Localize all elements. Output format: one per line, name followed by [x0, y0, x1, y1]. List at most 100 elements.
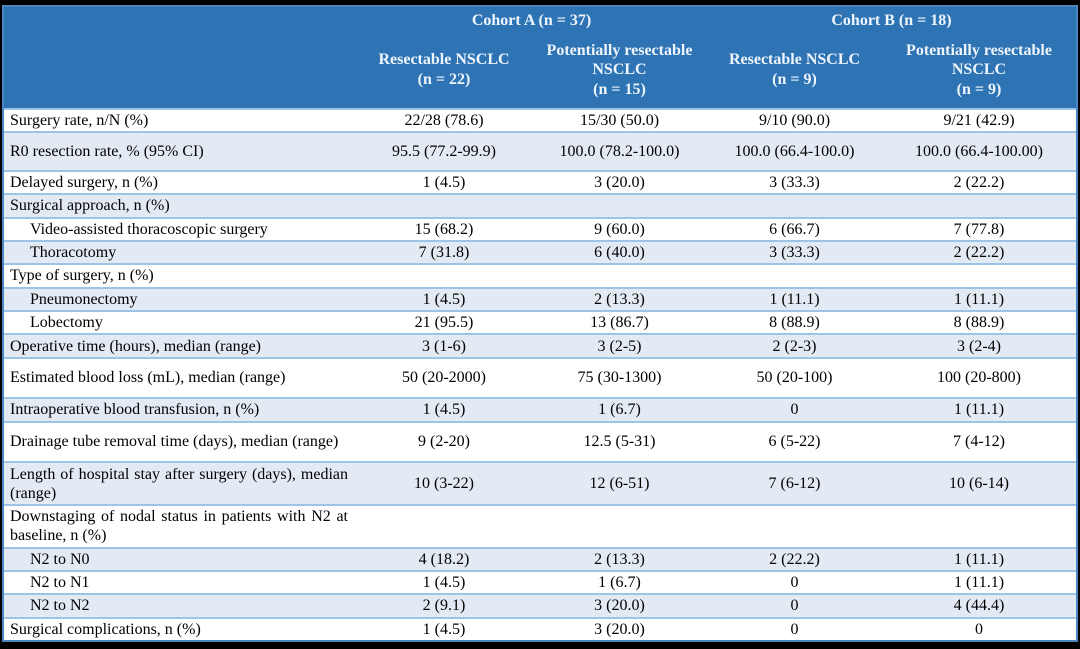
value-cell: 13 (86.7) — [532, 309, 707, 335]
row-label: Length of hospital stay after surgery (d… — [4, 461, 356, 505]
value-cell: 50 (20-100) — [707, 356, 882, 399]
row-label: Video-assisted thoracoscopic surgery — [4, 216, 356, 241]
table-row: Downstaging of nodal status in patients … — [4, 503, 1076, 548]
header-empty-cell — [4, 7, 356, 109]
value-cell: 95.5 (77.2-99.9) — [356, 131, 532, 171]
value-cell: 12 (6-51) — [532, 461, 707, 505]
value-cell: 4 (44.4) — [882, 593, 1076, 618]
header-cohort-a: Cohort A (n = 37) — [356, 7, 707, 31]
value-cell: 2 (22.2) — [882, 239, 1076, 265]
value-cell: 6 (66.7) — [707, 216, 882, 241]
value-cell: 9/21 (42.9) — [882, 107, 1076, 133]
row-label: Operative time (hours), median (range) — [4, 333, 356, 358]
row-label: N2 to N2 — [4, 593, 356, 618]
cohort-header-row: Cohort A (n = 37) Cohort B (n = 18) — [4, 7, 1076, 109]
row-label: Estimated blood loss (mL), median (range… — [4, 356, 356, 399]
value-cell: 3 (2-5) — [532, 333, 707, 358]
value-cell — [532, 263, 707, 288]
value-cell: 10 (6-14) — [882, 461, 1076, 505]
value-cell: 9/10 (90.0) — [707, 107, 882, 133]
value-cell: 100.0 (66.4-100.0) — [707, 131, 882, 171]
value-cell: 2 (22.2) — [882, 169, 1076, 195]
row-label: Type of surgery, n (%) — [4, 263, 356, 288]
row-label: Lobectomy — [4, 309, 356, 335]
header-cohort-b: Cohort B (n = 18) — [707, 7, 1076, 31]
value-cell: 3 (20.0) — [532, 169, 707, 195]
value-cell: 1 (4.5) — [356, 397, 532, 422]
value-cell: 21 (95.5) — [356, 309, 532, 335]
subgroup-name: Resectable NSCLC — [728, 51, 861, 68]
subgroup-name: Potentially resectable NSCLC — [546, 41, 693, 78]
table-row: Surgical approach, n (%) — [4, 193, 1076, 218]
value-cell: 3 (33.3) — [707, 239, 882, 265]
value-cell — [707, 263, 882, 288]
row-label: N2 to N0 — [4, 546, 356, 571]
subgroup-name: Resectable NSCLC — [378, 51, 510, 68]
value-cell: 6 (5-22) — [707, 420, 882, 463]
value-cell: 2 (22.2) — [707, 546, 882, 571]
value-cell: 10 (3-22) — [356, 461, 532, 505]
value-cell: 3 (33.3) — [707, 169, 882, 195]
subgroup-n: (n = 9) — [956, 80, 1002, 98]
value-cell — [882, 193, 1076, 218]
table-row: Thoracotomy 7 (31.8) 6 (40.0) 3 (33.3) 2 (22… — [4, 239, 1076, 265]
table-row: Type of surgery, n (%) — [4, 263, 1076, 288]
row-label: Intraoperative blood transfusion, n (%) — [4, 397, 356, 422]
row-label: N2 to N1 — [4, 569, 356, 595]
value-cell: 7 (4-12) — [882, 420, 1076, 463]
value-cell — [356, 263, 532, 288]
value-cell: 1 (6.7) — [532, 397, 707, 422]
row-label: Downstaging of nodal status in patients … — [4, 503, 356, 548]
table-row: Operative time (hours), median (range) 3 … — [4, 333, 1076, 358]
value-cell: 7 (6-12) — [707, 461, 882, 505]
value-cell: 4 (18.2) — [356, 546, 532, 571]
value-cell: 3 (1-6) — [356, 333, 532, 358]
value-cell: 7 (31.8) — [356, 239, 532, 265]
table-row: Surgery rate, n/N (%) 22/28 (78.6) 15/30 (… — [4, 107, 1076, 133]
value-cell: 0 — [707, 593, 882, 618]
row-label: Surgery rate, n/N (%) — [4, 107, 356, 133]
table-row: Intraoperative blood transfusion, n (%) 1… — [4, 397, 1076, 422]
value-cell — [882, 503, 1076, 548]
value-cell: 100.0 (78.2-100.0) — [532, 131, 707, 171]
value-cell: 9 (60.0) — [532, 216, 707, 241]
value-cell: 3 (20.0) — [532, 616, 707, 640]
value-cell — [356, 193, 532, 218]
value-cell — [356, 503, 532, 548]
value-cell: 0 — [707, 397, 882, 422]
value-cell: 3 (20.0) — [532, 593, 707, 618]
value-cell: 8 (88.9) — [707, 309, 882, 335]
value-cell: 1 (4.5) — [356, 286, 532, 311]
value-cell: 7 (77.8) — [882, 216, 1076, 241]
value-cell: 2 (9.1) — [356, 593, 532, 618]
table-row: R0 resection rate, % (95% CI) 95.5 (77.2-… — [4, 131, 1076, 171]
value-cell: 1 (4.5) — [356, 169, 532, 195]
value-cell: 2 (13.3) — [532, 546, 707, 571]
table-row: Estimated blood loss (mL), median (range… — [4, 356, 1076, 399]
table-frame: Cohort A (n = 37) Cohort B (n = 18) Rese… — [2, 5, 1078, 642]
value-cell: 1 (4.5) — [356, 569, 532, 595]
row-label: Drainage tube removal time (days), media… — [4, 420, 356, 463]
subgroup-n: (n = 15) — [593, 80, 646, 98]
value-cell: 15 (68.2) — [356, 216, 532, 241]
row-label: Surgical approach, n (%) — [4, 193, 356, 218]
surgical-outcomes-table: Cohort A (n = 37) Cohort B (n = 18) Rese… — [4, 7, 1076, 640]
table-body: Surgery rate, n/N (%) 22/28 (78.6) 15/30 (… — [4, 107, 1076, 640]
value-cell: 6 (40.0) — [532, 239, 707, 265]
value-cell — [532, 193, 707, 218]
header-subgroup-a-resectable: Resectable NSCLC (n = 22) — [356, 31, 532, 109]
value-cell: 12.5 (5-31) — [532, 420, 707, 463]
row-label: Thoracotomy — [4, 239, 356, 265]
value-cell: 1 (11.1) — [882, 397, 1076, 422]
row-label: Surgical complications, n (%) — [4, 616, 356, 640]
value-cell: 0 — [707, 569, 882, 595]
table-row: Pneumonectomy 1 (4.5) 2 (13.3) 1 (11.1) 1 (1… — [4, 286, 1076, 311]
value-cell: 2 (2-3) — [707, 333, 882, 358]
table-header: Cohort A (n = 37) Cohort B (n = 18) Rese… — [4, 7, 1076, 109]
table-row: Length of hospital stay after surgery (d… — [4, 461, 1076, 505]
table-row: Delayed surgery, n (%) 1 (4.5) 3 (20.0) 3 (… — [4, 169, 1076, 195]
table-row: Lobectomy 21 (95.5) 13 (86.7) 8 (88.9) 8 (88… — [4, 309, 1076, 335]
value-cell: 1 (11.1) — [882, 286, 1076, 311]
value-cell: 3 (2-4) — [882, 333, 1076, 358]
